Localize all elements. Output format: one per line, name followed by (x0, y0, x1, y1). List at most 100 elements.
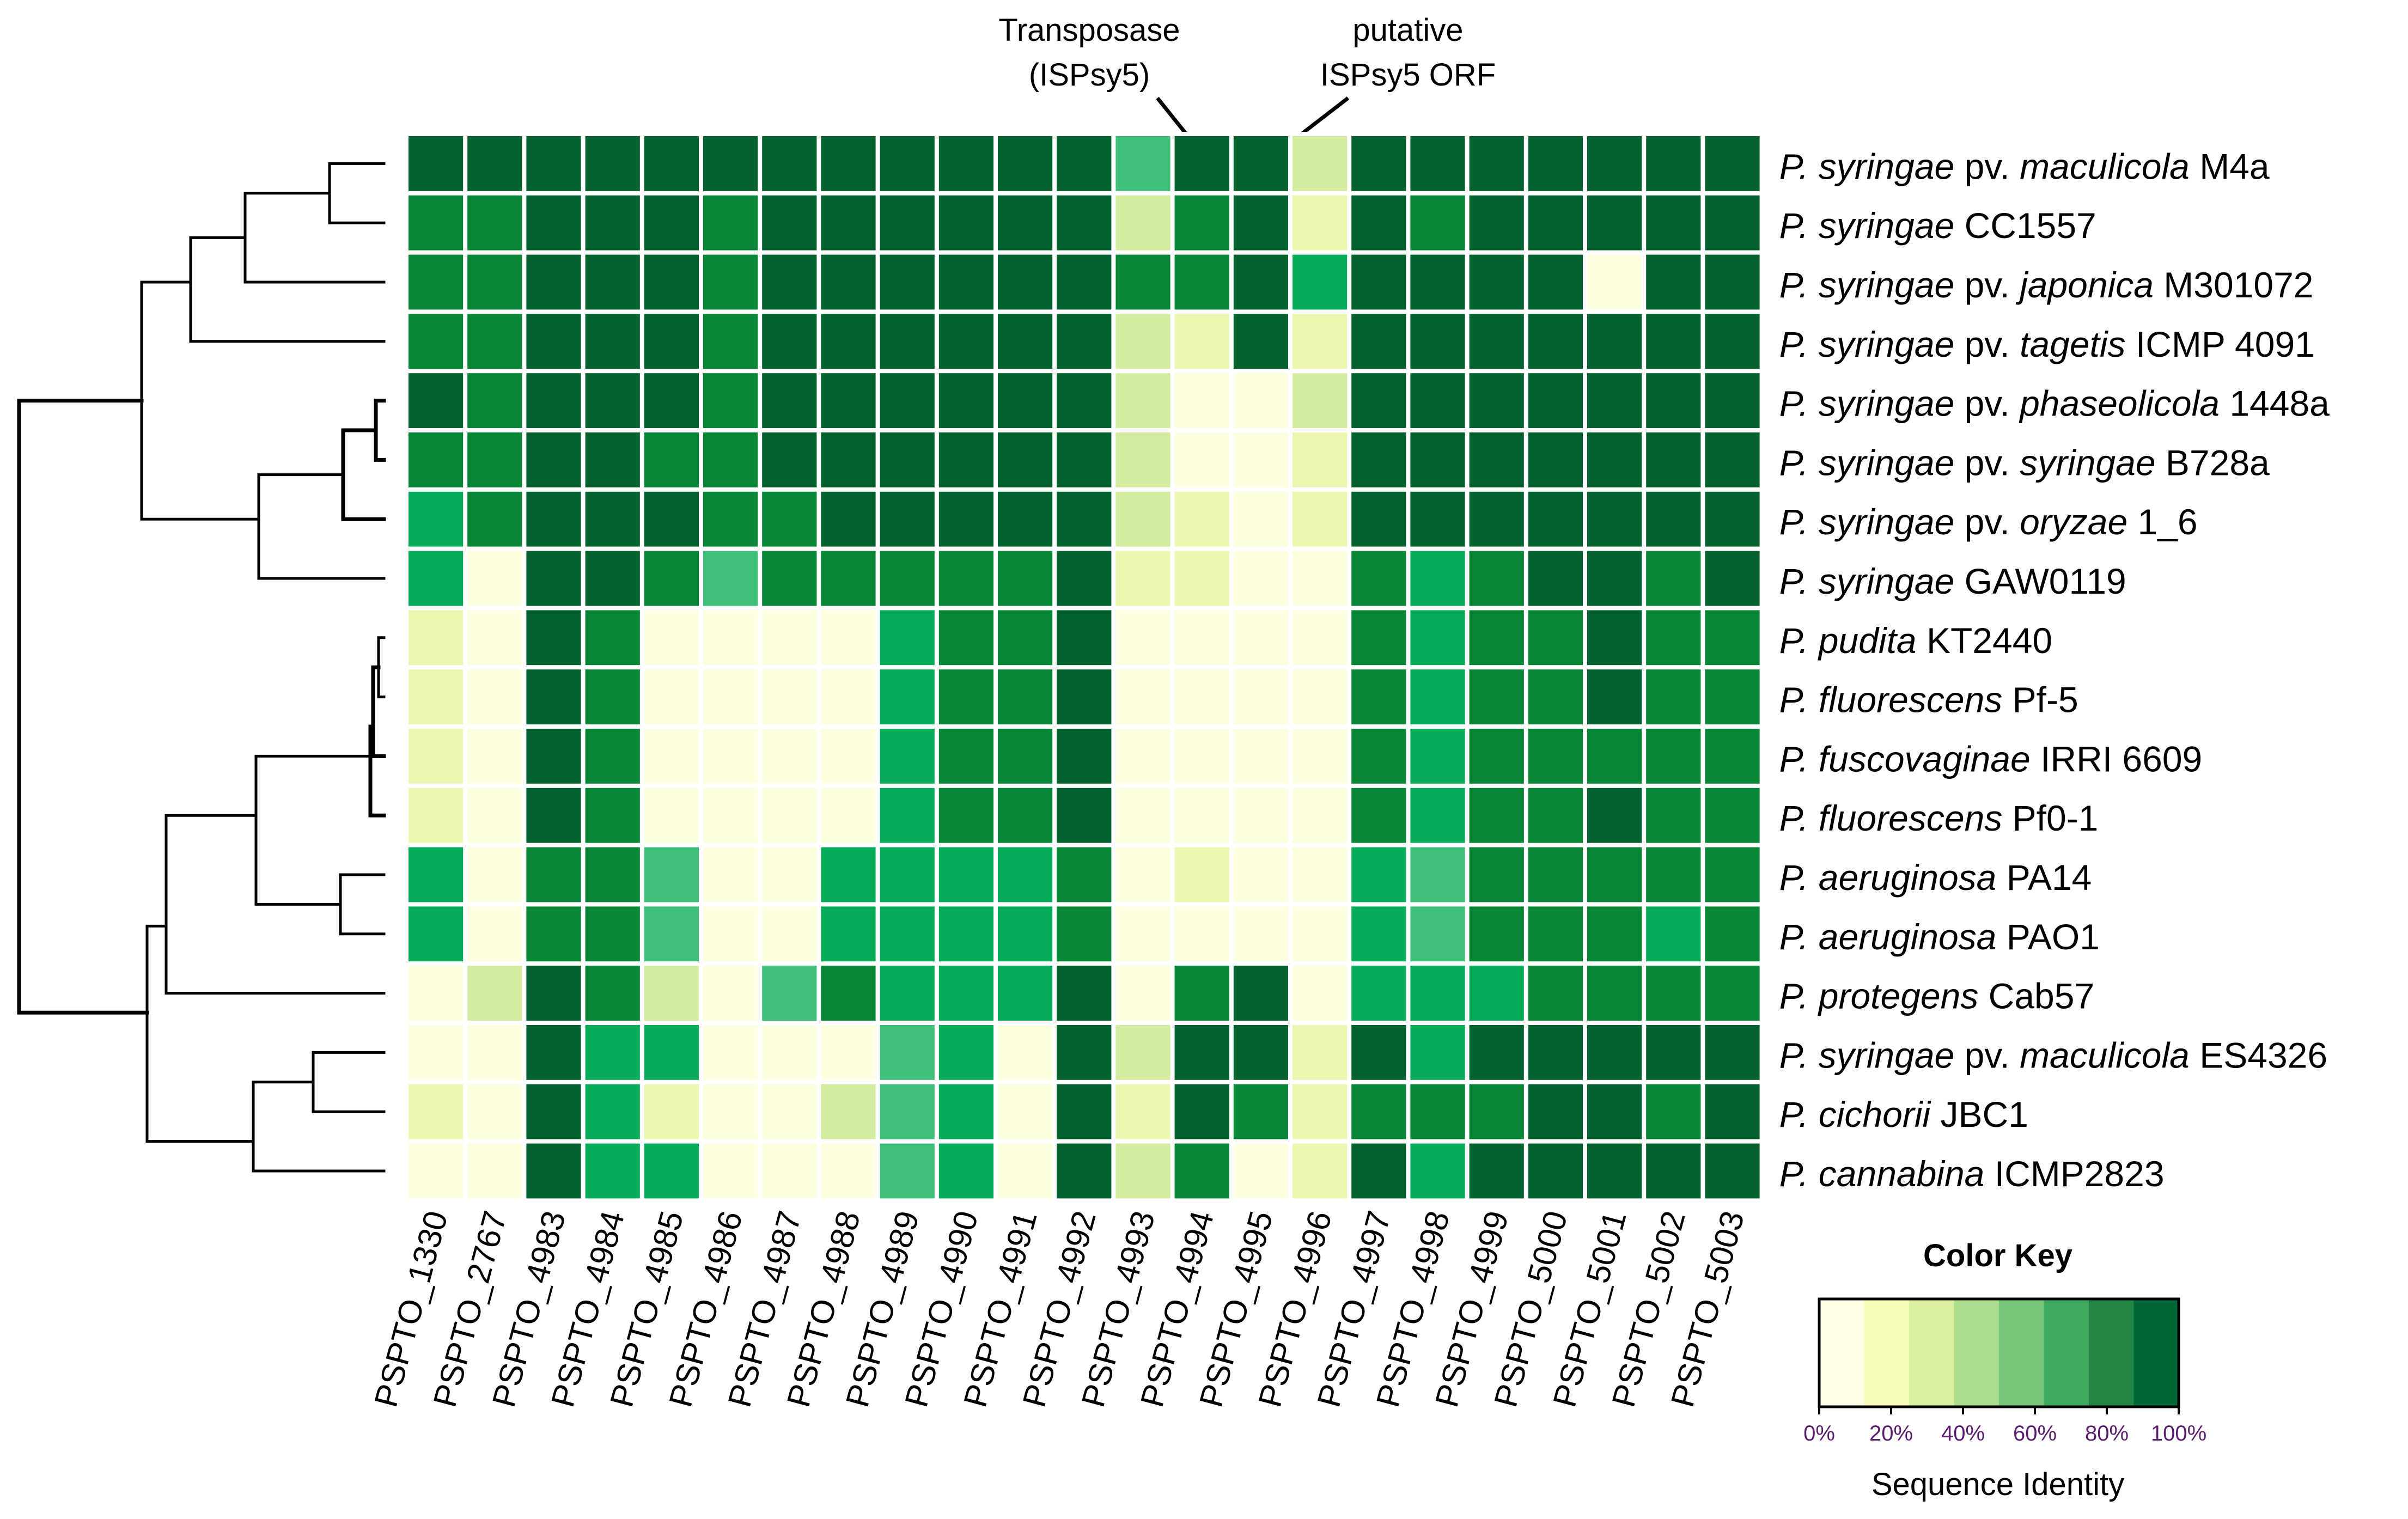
heatmap-cell (1587, 314, 1642, 369)
heatmap-cell (1646, 610, 1701, 666)
heatmap-cell (998, 432, 1053, 487)
heatmap-cell (585, 669, 640, 724)
heatmap-cell (1469, 906, 1524, 962)
heatmap-cell (703, 788, 758, 843)
heatmap-cell (938, 314, 993, 369)
heatmap-cell (1293, 847, 1348, 902)
heatmap-cell (585, 136, 640, 191)
heatmap-cell (1057, 610, 1112, 666)
heatmap-cell (998, 1025, 1053, 1080)
heatmap-cell (1115, 610, 1171, 666)
heatmap-cell (1528, 1084, 1583, 1139)
heatmap-cell (762, 966, 817, 1021)
heatmap-cell (1469, 788, 1524, 843)
heatmap-cell (1705, 551, 1760, 606)
heatmap-cell (1646, 254, 1701, 310)
heatmap-cell (1469, 195, 1524, 251)
heatmap-cell (1528, 729, 1583, 784)
heatmap-cell (880, 136, 935, 191)
heatmap-cell (703, 432, 758, 487)
row-label: P. fuscovaginae IRRI 6609 (1779, 739, 2203, 779)
heatmap-cell (703, 136, 758, 191)
heatmap-cell (1115, 551, 1171, 606)
heatmap-cell (998, 966, 1053, 1021)
dendrogram-branch (341, 428, 386, 521)
heatmap-cell (1233, 729, 1288, 784)
heatmap-cell (1351, 847, 1406, 902)
heatmap-cell (1293, 788, 1348, 843)
heatmap-cell (1705, 1025, 1760, 1080)
heatmap-cell (880, 432, 935, 487)
heatmap-cell (1293, 610, 1348, 666)
heatmap-cell (467, 1143, 522, 1199)
heatmap-cell (1469, 847, 1524, 902)
heatmap-cell (526, 373, 581, 428)
dendrogram-branch (371, 665, 386, 758)
heatmap-cell (644, 788, 699, 843)
heatmap-cell (1233, 432, 1288, 487)
dendrogram-branch (339, 873, 386, 936)
heatmap-cell (1646, 1084, 1701, 1139)
heatmap-cell (467, 669, 522, 724)
heatmap-cell (1410, 136, 1465, 191)
heatmap-cell (821, 669, 876, 724)
heatmap-cell (1174, 491, 1229, 547)
heatmap-cell (1587, 1143, 1642, 1199)
heatmap-cell (1705, 1143, 1760, 1199)
heatmap-cell (1528, 1025, 1583, 1080)
heatmap-cell (1528, 432, 1583, 487)
row-label: P. fluorescens Pf-5 (1779, 680, 2078, 720)
heatmap-cell (1115, 1084, 1171, 1139)
heatmap-cell (1705, 1084, 1760, 1139)
heatmap-cell (1174, 1084, 1229, 1139)
heatmap-cell (1469, 1084, 1524, 1139)
heatmap-cell (1705, 729, 1760, 784)
heatmap-cell (1057, 314, 1112, 369)
heatmap-cell (644, 254, 699, 310)
row-label: P. syringae pv. maculicola M4a (1779, 146, 2270, 186)
heatmap-cell (467, 610, 522, 666)
heatmap-cell (1646, 432, 1701, 487)
heatmap-cell (1410, 847, 1465, 902)
row-label: P. syringae pv. japonica M301072 (1779, 265, 2314, 305)
heatmap-cell (1174, 195, 1229, 251)
heatmap-cell (821, 1025, 876, 1080)
heatmap-cell (526, 610, 581, 666)
heatmap-cell (880, 254, 935, 310)
heatmap-cell (762, 847, 817, 902)
heatmap-cell (1174, 373, 1229, 428)
heatmap-cell (467, 314, 522, 369)
heatmap-cell (880, 551, 935, 606)
row-label: P. syringae GAW0119 (1779, 561, 2126, 601)
heatmap-cell (703, 906, 758, 962)
heatmap-cell (526, 195, 581, 251)
heatmap-cell (1174, 729, 1229, 784)
heatmap-cell (1410, 610, 1465, 666)
heatmap-cell (409, 788, 464, 843)
heatmap-cell (409, 847, 464, 902)
color-key-swatch (1819, 1299, 1864, 1407)
heatmap-cell (1469, 551, 1524, 606)
heatmap-cell (1469, 729, 1524, 784)
heatmap-cell (467, 966, 522, 1021)
heatmap-cell (762, 788, 817, 843)
heatmap-cell (1233, 491, 1288, 547)
heatmap-cell (1528, 1143, 1583, 1199)
heatmap-cell (1057, 551, 1112, 606)
dendrogram-branch (254, 754, 372, 906)
heatmap-cell (1233, 1025, 1288, 1080)
heatmap-cell (1410, 314, 1465, 369)
heatmap-cell (1351, 491, 1406, 547)
heatmap-cell (526, 551, 581, 606)
heatmap-cell (585, 432, 640, 487)
heatmap-cell (585, 1084, 640, 1139)
heatmap-cell (409, 136, 464, 191)
heatmap-cell (762, 195, 817, 251)
heatmap-cell (1233, 373, 1288, 428)
heatmap-cell (998, 847, 1053, 902)
heatmap-cell (585, 551, 640, 606)
heatmap-cell (703, 195, 758, 251)
heatmap-cell (585, 1143, 640, 1199)
heatmap-cell (821, 1143, 876, 1199)
heatmap-cell (1057, 669, 1112, 724)
